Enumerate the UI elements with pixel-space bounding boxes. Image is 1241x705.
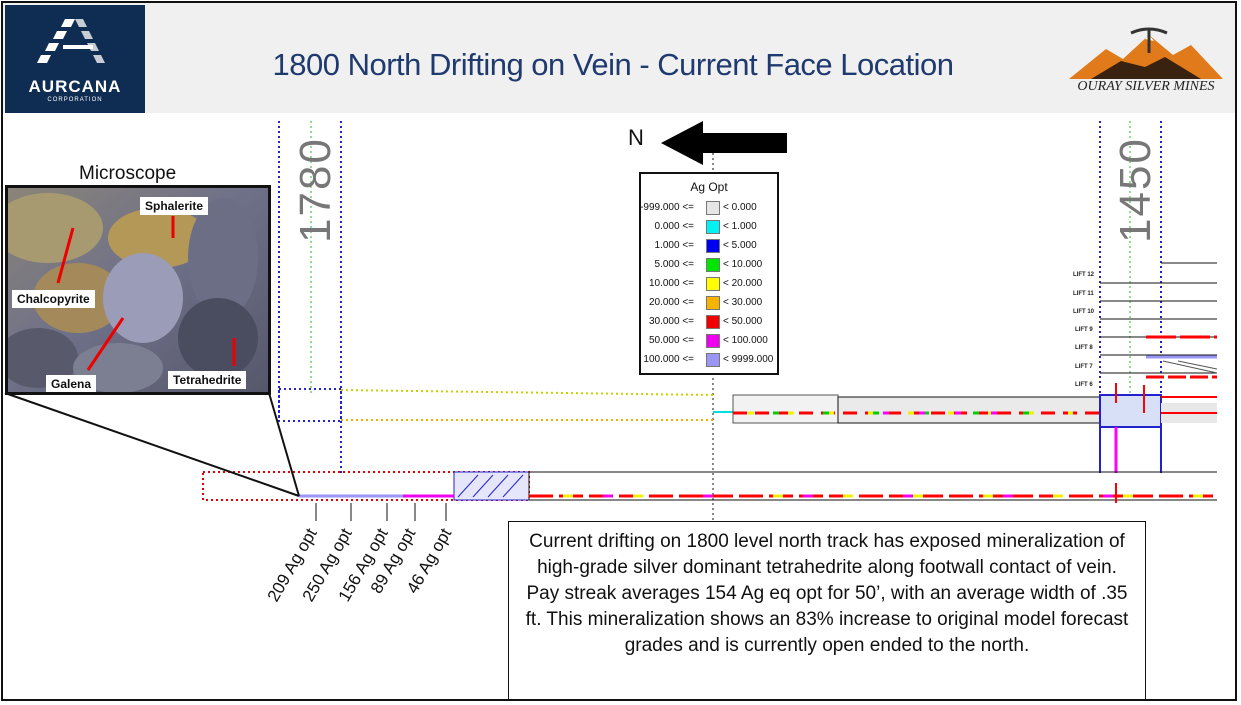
legend-swatch (706, 315, 720, 329)
aurcana-mark-icon (37, 19, 105, 63)
legend-row: 50.000 <= < 100.000 (641, 333, 777, 349)
legend-row: 0.000 <= < 1.000 (641, 219, 777, 235)
section-label-1450: 1450 (1111, 137, 1160, 243)
legend-max: < 20.000 (723, 278, 763, 289)
legend-min: 100.000 <= (643, 354, 694, 365)
legend-row: 30.000 <= < 50.000 (641, 314, 777, 330)
long-section-drawing (4, 121, 1218, 523)
legend-row: 5.000 <= < 10.000 (641, 257, 777, 273)
legend-row: -999.000 <= < 0.000 (640, 200, 777, 216)
legend-max: < 30.000 (723, 297, 763, 308)
lift-label: LIFT 12 (1073, 272, 1095, 278)
legend-max: < 9999.000 (723, 354, 774, 365)
legend-swatch (706, 277, 720, 291)
lift-label: LIFT 9 (1075, 327, 1093, 333)
header-bar: AURCANA CORPORATION 1800 North Drifting … (3, 3, 1235, 113)
tetrahedrite-label: Tetrahedrite (168, 371, 247, 389)
legend-min: 30.000 <= (648, 316, 694, 327)
lift-label: LIFT 11 (1073, 291, 1094, 297)
legend-swatch (706, 296, 720, 310)
aurcana-subtitle: CORPORATION (47, 97, 103, 103)
page-title: 1800 North Drifting on Vein - Current Fa… (272, 47, 955, 82)
legend-swatch (706, 353, 720, 367)
ouray-name: OURAY SILVER MINES (1077, 79, 1215, 94)
mountain-icon (1069, 27, 1223, 79)
legend-row: 1.000 <= < 5.000 (641, 238, 777, 254)
legend-min: 50.000 <= (648, 335, 694, 346)
ag-legend: Ag Opt -999.000 <= < 0.000 0.000 <= < 1.000… (639, 172, 779, 375)
ouray-logo: OURAY SILVER MINES (1061, 27, 1231, 107)
legend-min: 5.000 <= (654, 259, 694, 270)
galena-label: Galena (46, 375, 97, 392)
legend-max: < 10.000 (723, 259, 763, 270)
legend-min: 20.000 <= (648, 297, 694, 308)
legend-min: 10.000 <= (648, 278, 694, 289)
legend-swatch (706, 201, 720, 215)
aurcana-name: AURCANA (28, 77, 122, 96)
lift-label: LIFT 6 (1075, 382, 1093, 388)
chalcopyrite-label: Chalcopyrite (12, 290, 95, 308)
lift-label: LIFT 8 (1075, 345, 1093, 351)
legend-swatch (706, 220, 720, 234)
legend-min: -999.000 <= (640, 202, 694, 213)
legend-row: 10.000 <= < 20.000 (641, 276, 777, 292)
sphalerite-label: Sphalerite (140, 197, 209, 215)
north-label: N (628, 125, 644, 150)
legend-row: 20.000 <= < 30.000 (641, 295, 777, 311)
microscope-title: Microscope (79, 163, 177, 184)
legend-max: < 5.000 (723, 240, 757, 251)
legend-swatch (706, 239, 720, 253)
description-callout: Current drifting on 1800 level north tra… (508, 521, 1146, 699)
legend-row: 100.000 <= < 9999.000 (641, 352, 777, 368)
legend-max: < 1.000 (723, 221, 757, 232)
legend-min: 1.000 <= (654, 240, 694, 251)
legend-max: < 0.000 (723, 202, 757, 213)
legend-max: < 100.000 (723, 335, 768, 346)
lift-label: LIFT 10 (1073, 309, 1095, 315)
legend-swatch (706, 258, 720, 272)
section-label-1780: 1780 (291, 137, 340, 243)
aurcana-logo: AURCANA CORPORATION (5, 5, 145, 113)
legend-swatch (706, 334, 720, 348)
legend-title: Ag Opt (690, 180, 728, 194)
legend-max: < 50.000 (723, 316, 763, 327)
legend-min: 0.000 <= (654, 221, 694, 232)
microscope-image: Sphalerite Chalcopyrite Galena Tetrahedr… (5, 185, 271, 395)
lift-label: LIFT 7 (1075, 364, 1093, 370)
